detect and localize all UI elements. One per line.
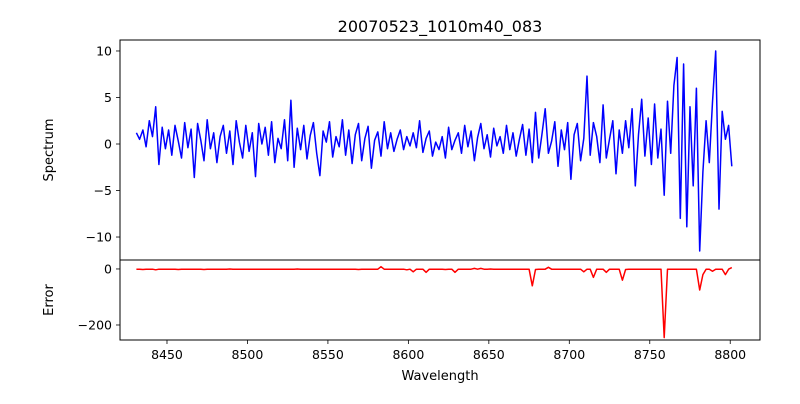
error-y-tick-label: −200 <box>78 317 112 332</box>
x-axis-label: Wavelength <box>401 369 478 384</box>
chart-title: 20070523_1010m40_083 <box>338 17 543 37</box>
spectrum-y-tick-label: 0 <box>104 137 112 152</box>
spectrum-y-tick-label: −5 <box>94 183 112 198</box>
spectrum-y-tick-label: 10 <box>96 43 112 58</box>
x-tick-label: 8500 <box>232 347 264 362</box>
spectrum-y-tick-label: −10 <box>86 230 112 245</box>
error-series-line <box>136 265 733 339</box>
x-tick-label: 8700 <box>553 347 585 362</box>
x-tick-label: 8750 <box>634 347 666 362</box>
error-y-axis-label: Error <box>42 284 57 316</box>
x-tick-label: 8450 <box>151 347 183 362</box>
spectrum-y-tick-label: 5 <box>104 90 112 105</box>
x-tick-label: 8650 <box>473 347 505 362</box>
error-y-tick-label: 0 <box>104 261 112 276</box>
x-tick-label: 8800 <box>714 347 746 362</box>
spectrum-y-axis-label: Spectrum <box>42 119 57 182</box>
x-tick-label: 8600 <box>392 347 424 362</box>
x-tick-label: 8550 <box>312 347 344 362</box>
spectrum-series-line <box>135 50 733 252</box>
error-axes-frame <box>119 259 761 341</box>
